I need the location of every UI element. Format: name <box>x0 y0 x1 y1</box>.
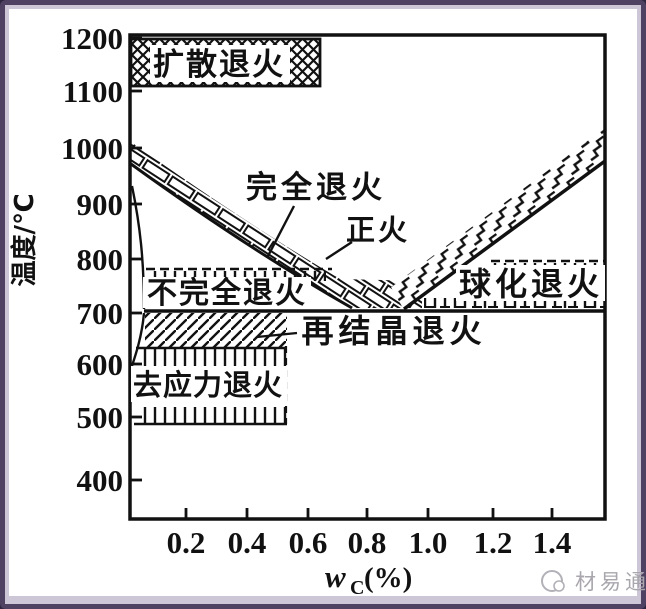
incomplete-annealing-label: 不完全退火 <box>147 276 307 311</box>
x-tick-label: 1.4 <box>533 525 572 560</box>
y-tick-label: 1000 <box>61 131 123 166</box>
y-tick-label: 700 <box>77 296 124 331</box>
incomplete-annealing-teeth <box>150 271 326 281</box>
x-tick-label: 0.6 <box>289 525 328 560</box>
stress-relief-label-bg <box>131 366 287 402</box>
y-tick-label: 1100 <box>63 74 123 109</box>
watermark-logo-dot <box>553 580 565 592</box>
a3-annealing-band <box>131 142 422 308</box>
stress-relief-comb-bottom <box>137 407 287 424</box>
x-tick-label: 0.2 <box>167 525 206 560</box>
a3-line <box>130 162 353 310</box>
y-tick-label: 900 <box>77 187 124 222</box>
x-axis-title-subscript: C <box>350 577 364 599</box>
y-tick-label: 500 <box>77 400 124 435</box>
x-tick-label: 0.8 <box>348 525 387 560</box>
spheroidizing-label-bg <box>456 265 605 301</box>
full-annealing-label: 完全退火 <box>246 170 386 206</box>
normalizing-leader-line <box>325 240 353 261</box>
full-annealing-leader-line <box>266 205 296 257</box>
watermark: 材易通 <box>541 570 646 594</box>
acm-line <box>402 159 607 311</box>
stress-relief-comb-top <box>137 349 287 366</box>
incomplete-label-bg <box>143 277 311 308</box>
y-tick-label: 1200 <box>61 21 123 56</box>
y-tick-label: 800 <box>77 242 124 277</box>
normalizing-label: 正火 <box>346 213 410 247</box>
watermark-text: 材易通 <box>575 570 646 594</box>
recrystallization-band <box>145 313 287 347</box>
diffusion-annealing-label: 扩散退火 <box>153 47 285 83</box>
recrystallization-label-bg <box>296 316 493 348</box>
recrystallization-leader-line <box>256 331 298 339</box>
x-axis-title: w C (%) <box>325 559 412 599</box>
x-tick-label: 1.0 <box>409 525 448 560</box>
x-axis-title-symbol: w <box>325 559 346 594</box>
acm-normalizing-band <box>391 128 605 310</box>
y-tick-label: 600 <box>77 347 124 382</box>
y-tick-label: 400 <box>77 463 124 498</box>
stress-relief-annealing-label: 去应力退火 <box>133 368 283 402</box>
normalizing-label-bg <box>347 216 409 245</box>
x-tick-label: 1.2 <box>474 525 513 560</box>
x-tick-label: 0.4 <box>228 525 267 560</box>
spheroidizing-teeth-bottom <box>424 298 604 308</box>
recrystallization-annealing-label: 再结晶退火 <box>301 312 486 350</box>
watermark-logo-icon <box>541 570 563 592</box>
y-axis-title: 温度/℃ <box>9 194 40 287</box>
spheroidizing-annealing-label: 球化退火 <box>459 265 603 303</box>
diffusion-label-bg <box>150 45 290 82</box>
x-axis-title-unit: (%) <box>364 562 412 594</box>
